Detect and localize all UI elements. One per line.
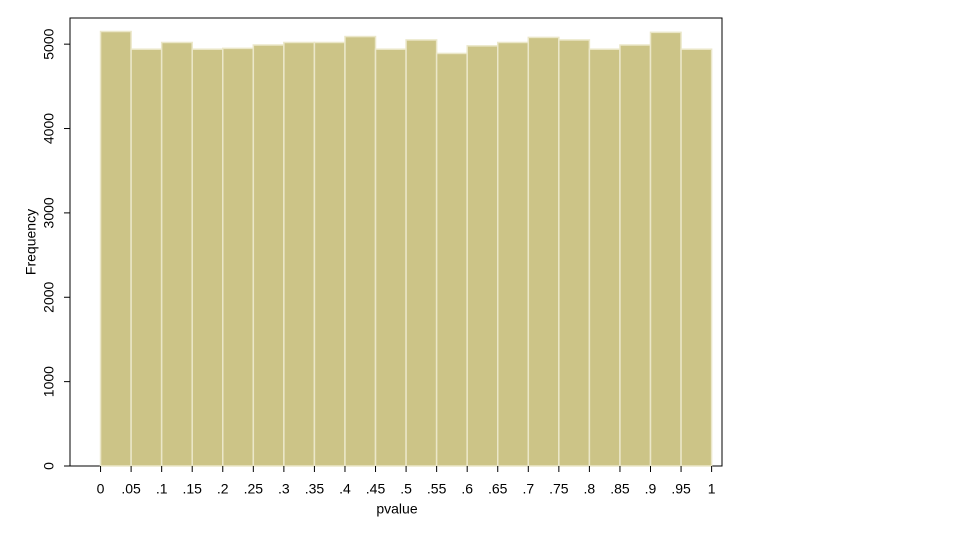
- x-tick-label: .45: [366, 481, 386, 497]
- y-tick-label: 3000: [41, 197, 57, 228]
- bar: [191, 48, 224, 467]
- x-tick-label: .85: [610, 481, 630, 497]
- bar: [435, 52, 468, 467]
- x-tick-label: .2: [217, 481, 229, 497]
- x-tick-label: .25: [244, 481, 264, 497]
- bar: [496, 41, 530, 467]
- bar: [283, 41, 316, 467]
- bar: [558, 39, 591, 467]
- bar: [466, 45, 499, 467]
- bar: [619, 44, 652, 467]
- x-tick-label: .7: [522, 481, 534, 497]
- x-tick-label: 1: [708, 481, 716, 497]
- bar: [160, 41, 193, 467]
- x-tick-label: 0: [97, 481, 105, 497]
- x-tick-label: .55: [427, 481, 447, 497]
- bar: [252, 44, 285, 467]
- x-tick-label: .35: [305, 481, 325, 497]
- x-tick-label: .1: [156, 481, 168, 497]
- bar: [344, 35, 377, 467]
- bar: [588, 48, 621, 467]
- bar: [222, 47, 255, 467]
- bar: [374, 48, 407, 467]
- x-tick-label: .15: [182, 481, 202, 497]
- y-tick-label: 4000: [41, 113, 57, 144]
- x-tick-label: .95: [671, 481, 691, 497]
- bar: [130, 48, 163, 467]
- x-tick-label: .8: [584, 481, 596, 497]
- bar: [680, 48, 713, 467]
- x-tick-label: .65: [488, 481, 508, 497]
- bar: [649, 31, 682, 467]
- x-tick-label: .3: [278, 481, 290, 497]
- x-tick-label: .9: [645, 481, 657, 497]
- bar: [313, 41, 346, 467]
- bar: [405, 39, 438, 467]
- x-tick-label: .5: [400, 481, 412, 497]
- bar: [99, 30, 132, 467]
- x-tick-label: .05: [121, 481, 141, 497]
- x-tick-label: .75: [549, 481, 569, 497]
- y-tick-label: 5000: [41, 28, 57, 59]
- bar: [527, 36, 560, 467]
- x-axis-label: pvalue: [376, 501, 417, 517]
- y-tick-label: 1000: [41, 366, 57, 397]
- y-tick-label: 0: [41, 462, 57, 470]
- x-tick-label: .4: [339, 481, 351, 497]
- x-tick-label: .6: [461, 481, 473, 497]
- y-axis-label: Frequency: [23, 209, 39, 275]
- y-tick-label: 2000: [41, 281, 57, 312]
